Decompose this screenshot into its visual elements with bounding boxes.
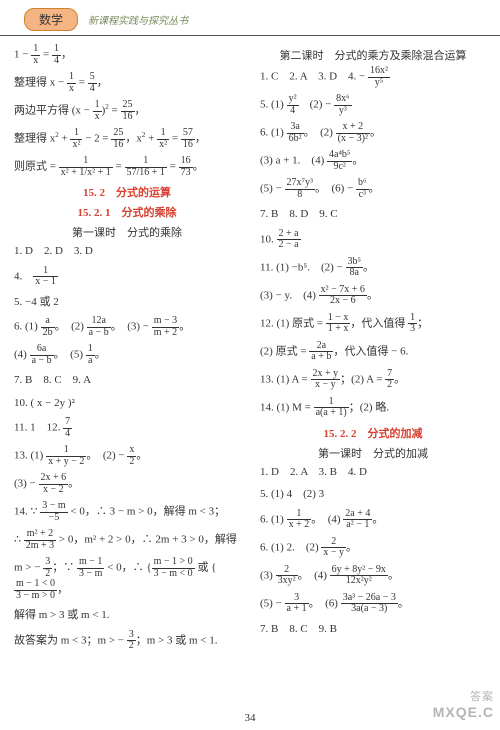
right-column: 第二课时 分式的乘方及乘除混合运算 1. C 2. A 3. D 4. − 16… [250, 44, 496, 658]
answer-line: 13. (1) A = 2x + yx − y；(2) A = 72。 [260, 369, 486, 391]
answer-line: 10. ( x − 2y )² [14, 395, 240, 412]
answer-line: 11. 1 12. 74 [14, 417, 240, 439]
subject-tag: 数学 [24, 8, 78, 31]
answer-line: 10. 2 + a2 − a [260, 229, 486, 251]
answer-line: ∴ m² + 22m + 3 > 0，m² + 2 > 0，∴ 2m + 3 >… [14, 529, 240, 551]
answer-line: (5) − 3a + 1。 (6) 3a³ − 26a − 33a(a − 3)… [260, 593, 486, 615]
answer-line: 4. 1x − 1 [14, 266, 240, 288]
answer-line: 14. (1) M = 1a(a + 1)；(2) 略. [260, 397, 486, 419]
math-line: 两边平方得 (x − 1x)2 = 2516， [14, 100, 240, 122]
answer-line: (3) a + 1. (4) 4a⁴b⁵9c²。 [260, 150, 486, 172]
answer-line: (3) 23xy²。 (4) 6y + 8y² − 9x12x²y²。 [260, 565, 486, 587]
lesson-heading: 第二课时 分式的乘方及乘除混合运算 [260, 47, 486, 63]
answer-line: 6. (1) 3a6b²。 (2) x + 2(x − 3)²。 [260, 122, 486, 144]
answer-line: 13. (1) 1x + y − 2。 (2) − x2。 [14, 445, 240, 467]
math-line: 1 − 1x = 14， [14, 44, 240, 66]
lesson-heading: 第一课时 分式的加减 [260, 445, 486, 461]
answer-line: 1. D 2. A 3. B 4. D [260, 464, 486, 481]
series-title: 新课程实践与探究丛书 [88, 12, 188, 27]
answer-line: (2) 原式 = 2aa + b，代入值得 − 6. [260, 341, 486, 363]
math-line: 整理得 x − 1x = 54， [14, 72, 240, 94]
subsection-heading: 15. 2. 1 分式的乘除 [14, 204, 240, 220]
answer-line: 6. (1) 1x + 2。 (4) 2a + 4a² − 1。 [260, 509, 486, 531]
section-heading: 15. 2 分式的运算 [14, 184, 240, 200]
answer-line: (3) − 2x + 6x − 2。 [14, 473, 240, 495]
answer-line: 12. (1) 原式 = 1 − x1 + x，代入值得 13； [260, 313, 486, 335]
answer-line: 6. (1) a2b。 (2) 12aa − b。 (3) − m − 3m +… [14, 316, 240, 338]
answer-line: m > − 32；∵ m − 13 − m < 0，∴ {m − 1 > 03 … [14, 557, 240, 601]
subsection-heading: 15. 2. 2 分式的加减 [260, 425, 486, 441]
answer-line: 解得 m > 3 或 m < 1. [14, 607, 240, 624]
answer-line: 11. (1) −b⁵. (2) − 3b⁵8a。 [260, 257, 486, 279]
answer-line: 7. B 8. D 9. C [260, 206, 486, 223]
answer-line: 1. D 2. D 3. D [14, 243, 240, 260]
answer-line: 1. C 2. A 3. D 4. − 16x²y⁵ [260, 66, 486, 88]
page-header: 数学 新课程实践与探究丛书 [0, 0, 500, 36]
answer-line: 故答案为 m < 3；m > − 32；m > 3 或 m < 1. [14, 630, 240, 652]
answer-line: 5. (1) 4 (2) 3 [260, 486, 486, 503]
answer-line: 5. (1) y²4 (2) − 8x⁶y³ [260, 94, 486, 116]
math-line: 整理得 x2 + 1x² − 2 = 2516，x2 + 1x² = 5716， [14, 128, 240, 150]
lesson-heading: 第一课时 分式的乘除 [14, 224, 240, 240]
page-number: 34 [0, 712, 500, 724]
answer-line: (5) − 27x⁷y³8。 (6) − b⁶c³。 [260, 178, 486, 200]
watermark: 答案 MXQE.C [433, 688, 494, 720]
answer-line: 5. −4 或 2 [14, 294, 240, 311]
answer-line: 6. (1) 2. (2) 2x − y。 [260, 537, 486, 559]
answer-line: 7. B 8. C 9. A [14, 372, 240, 389]
left-column: 1 − 1x = 14， 整理得 x − 1x = 54， 两边平方得 (x −… [4, 44, 250, 658]
math-line: 则原式 = 1x² + 1/x² + 1 = 157/16 + 1 = 1673… [14, 156, 240, 178]
answer-line: 7. B 8. C 9. B [260, 621, 486, 638]
content: 1 − 1x = 14， 整理得 x − 1x = 54， 两边平方得 (x −… [0, 44, 500, 658]
answer-line: (3) − y. (4) x² − 7x + 62x − 6。 [260, 285, 486, 307]
answer-line: (4) 6aa − b。 (5) 1a。 [14, 344, 240, 366]
answer-line: 14. ∵ 3 − m−5 < 0，∴ 3 − m > 0，解得 m < 3； [14, 501, 240, 523]
